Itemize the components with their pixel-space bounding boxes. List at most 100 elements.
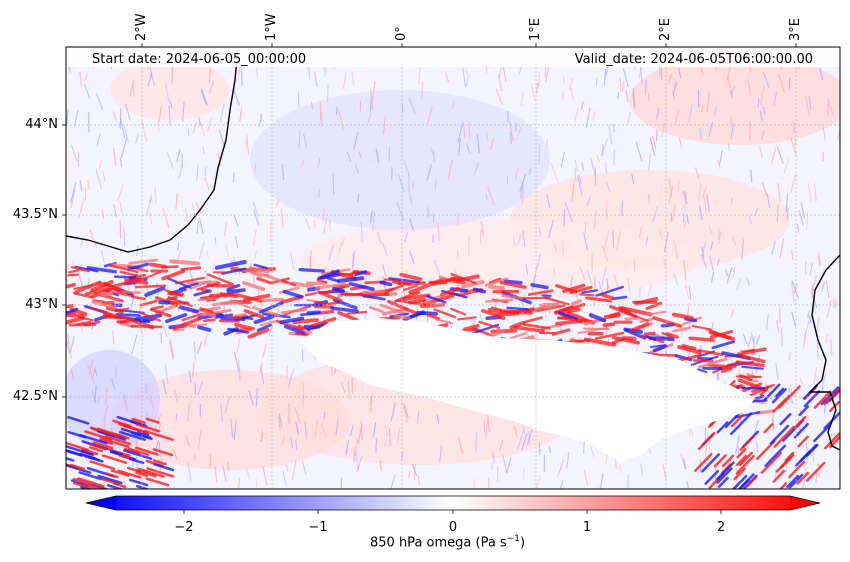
field-streak [554,244,558,252]
field-streak [779,238,785,259]
field-streak [402,293,431,301]
field-streak [663,231,669,253]
field-streak [480,308,506,321]
field-streak [619,77,622,87]
field-streak [328,219,332,232]
field-streak [70,189,76,208]
field-streak [808,314,812,324]
field-streak [557,459,564,477]
field-streak [134,284,167,289]
field-streak [337,276,365,283]
field-streak [775,456,792,473]
field-streak [648,194,650,205]
field-streak [108,264,139,273]
field-streak [230,418,234,438]
field-streak [663,258,666,268]
field-streak [730,89,733,99]
field-streak [89,460,116,470]
field-streak [750,169,753,183]
field-streak [513,425,518,437]
field-streak [813,390,832,409]
field-streak [818,255,821,267]
field-streak [409,194,413,205]
field-streak [698,205,703,220]
field-streak [214,466,218,483]
field-streak [485,193,488,201]
field-streak [209,80,214,94]
field-streak [194,383,197,396]
field-streak [195,201,202,214]
field-streak [381,241,388,257]
field-streak [354,437,359,456]
field-streak [547,219,554,239]
field-streak [586,195,592,207]
field-streak [144,286,166,297]
field-streak [66,441,90,452]
field-streak [521,184,525,205]
field-streak [750,332,755,343]
field-streak [282,289,303,299]
field-streak [531,273,537,291]
field-streak [822,126,827,141]
field-streak [123,447,141,455]
field-streak [92,441,114,450]
field-streak [224,396,230,413]
field-streak [814,183,817,202]
colorbar-tick-label: −2 [174,520,194,535]
field-streak [148,211,153,226]
field-streak [198,241,205,260]
field-streak [145,198,153,216]
field-streak [413,463,416,481]
field-streak [522,323,551,330]
field-streak [674,110,680,124]
field-streak [571,180,575,202]
field-streak [129,478,149,487]
field-streak [598,281,604,295]
field-streak [88,306,108,314]
masked-terrain-region [300,318,755,462]
field-streak [79,433,108,445]
field-streak [624,316,640,321]
field-streak [490,306,502,311]
field-streak [535,475,541,489]
field-streak [562,90,564,100]
field-streak [102,170,106,182]
field-streak [321,423,327,438]
field-streak [495,88,503,106]
field-streak [606,278,609,289]
field-streak [379,460,382,471]
field-streak [825,280,830,299]
field-streak [567,311,595,325]
field-streak [789,383,793,395]
field-streak [702,242,707,253]
field-streak [79,180,83,192]
field-streak [785,193,789,213]
field-streak [114,307,130,312]
field-streak [69,463,85,471]
field-streak [799,443,818,462]
field-streak [736,278,742,291]
field-streak [112,111,117,122]
field-streak [691,324,712,331]
field-streak [645,301,663,310]
field-streak [798,210,804,226]
field-streak [709,255,714,271]
field-streak [281,435,286,446]
field-streak [301,460,307,475]
field-streak [561,239,565,255]
field-streak [361,294,386,301]
field-streak [724,269,729,277]
field-streak [335,416,340,436]
field-streak [218,130,226,148]
field-streak [208,292,235,298]
field-streak [672,326,691,333]
field-streak [402,284,418,292]
field-streak [349,425,354,437]
field-streak [779,413,792,426]
field-streak [164,289,183,298]
field-streak [704,469,719,485]
field-streak [169,100,173,109]
field-streak [659,229,663,241]
field-streak [577,326,609,335]
field-streak [341,382,346,393]
